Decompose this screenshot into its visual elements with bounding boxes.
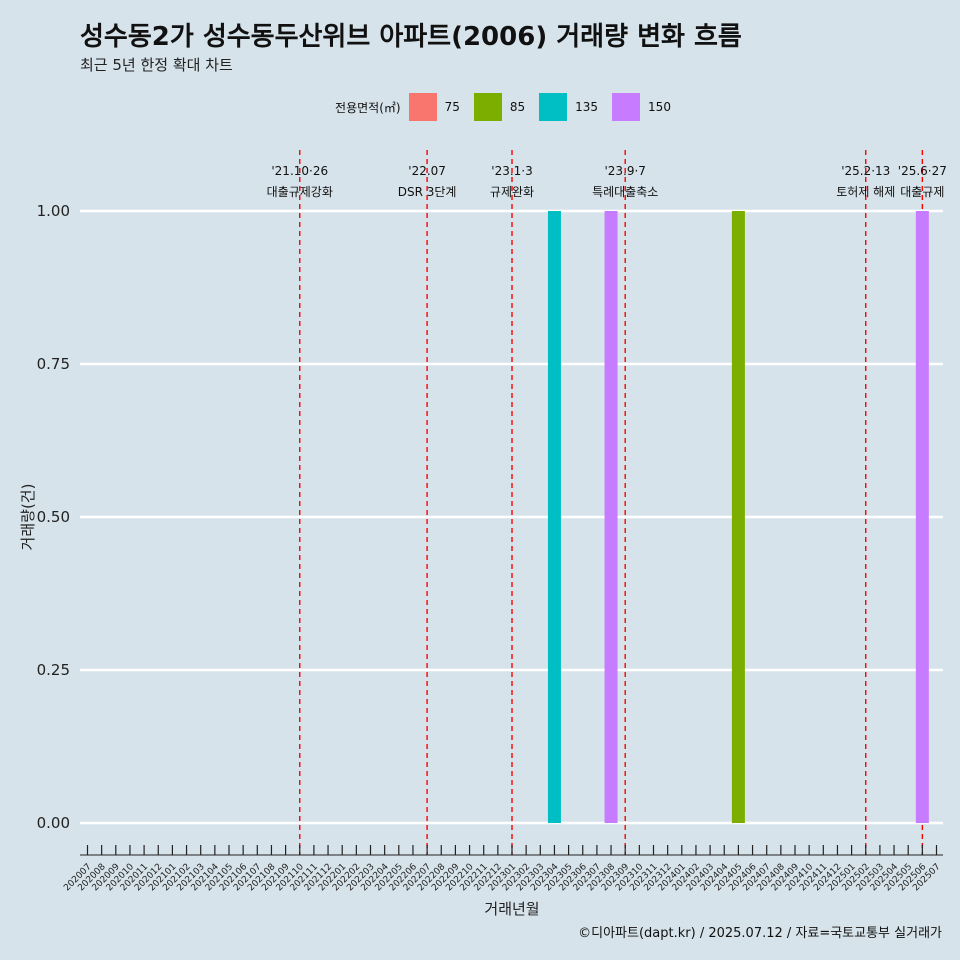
source-caption: ©디아파트(dapt.kr) / 2025.07.12 / 자료=국토교통부 실… [578, 926, 942, 941]
legend-swatch-75 [408, 93, 437, 121]
event-date-label: '25.2·13 [841, 164, 890, 178]
y-tick-label: 1.00 [37, 202, 70, 220]
event-label: 대출규제 [900, 185, 944, 199]
legend-swatch-150 [612, 93, 641, 121]
y-tick-label: 0.00 [37, 814, 70, 832]
legend-item-75: 75 [408, 93, 460, 121]
legend-title: 전용면적(㎡) [335, 100, 401, 115]
x-axis-label: 거래년월 [484, 900, 539, 918]
legend-swatch-85 [473, 93, 502, 121]
legend-item-85: 85 [473, 93, 526, 121]
event-date-label: '25.6·27 [898, 164, 947, 178]
legend: 전용면적(㎡) 75 85 135 150 [0, 93, 960, 121]
bars [547, 211, 929, 823]
legend-label-75: 75 [444, 100, 460, 114]
legend-label-85: 85 [509, 100, 526, 114]
event-date-label: '21.10·26 [271, 164, 328, 178]
legend-label-135: 135 [575, 100, 599, 114]
chart-title: 성수동2가 성수동두산위브 아파트(2006) 거래량 변화 흐름 [80, 22, 742, 52]
event-label: 특례대출축소 [592, 185, 658, 199]
legend-swatch-135 [539, 93, 568, 121]
y-tick-label: 0.25 [37, 661, 70, 679]
event-label: DSR 3단계 [398, 185, 457, 199]
event-date-label: '23.9·7 [604, 164, 645, 178]
bar-135-202304 [547, 211, 561, 823]
axes: 2020072020082020092020102020112020122021… [62, 845, 943, 893]
legend-item-135: 135 [539, 93, 598, 121]
event-date-label: '23.1·3 [491, 164, 532, 178]
y-tick-label: 0.75 [37, 355, 70, 373]
y-tick-label: 0.50 [37, 508, 70, 526]
bar-85-202405 [731, 211, 745, 823]
event-label: 토허제 해제 [836, 185, 895, 199]
bar-150-202506 [915, 211, 929, 823]
bar-150-202308 [604, 211, 618, 823]
chart-subtitle: 최근 5년 한정 확대 차트 [80, 56, 233, 74]
legend-label-150: 150 [648, 100, 671, 114]
event-date-label: '22.07 [408, 164, 446, 178]
legend-item-150: 150 [612, 93, 671, 121]
event-label: 규제완화 [490, 185, 534, 199]
event-lines: '21.10·26 대출규제강화 '22.07 DSR 3단계 '23.1·3 규제완화 '… [267, 150, 947, 855]
event-label: 대출규제강화 [267, 185, 333, 199]
y-axis-label: 거래량(건) [19, 484, 37, 551]
gridlines: 0.00 0.25 0.50 0.75 1.00 [37, 202, 943, 832]
